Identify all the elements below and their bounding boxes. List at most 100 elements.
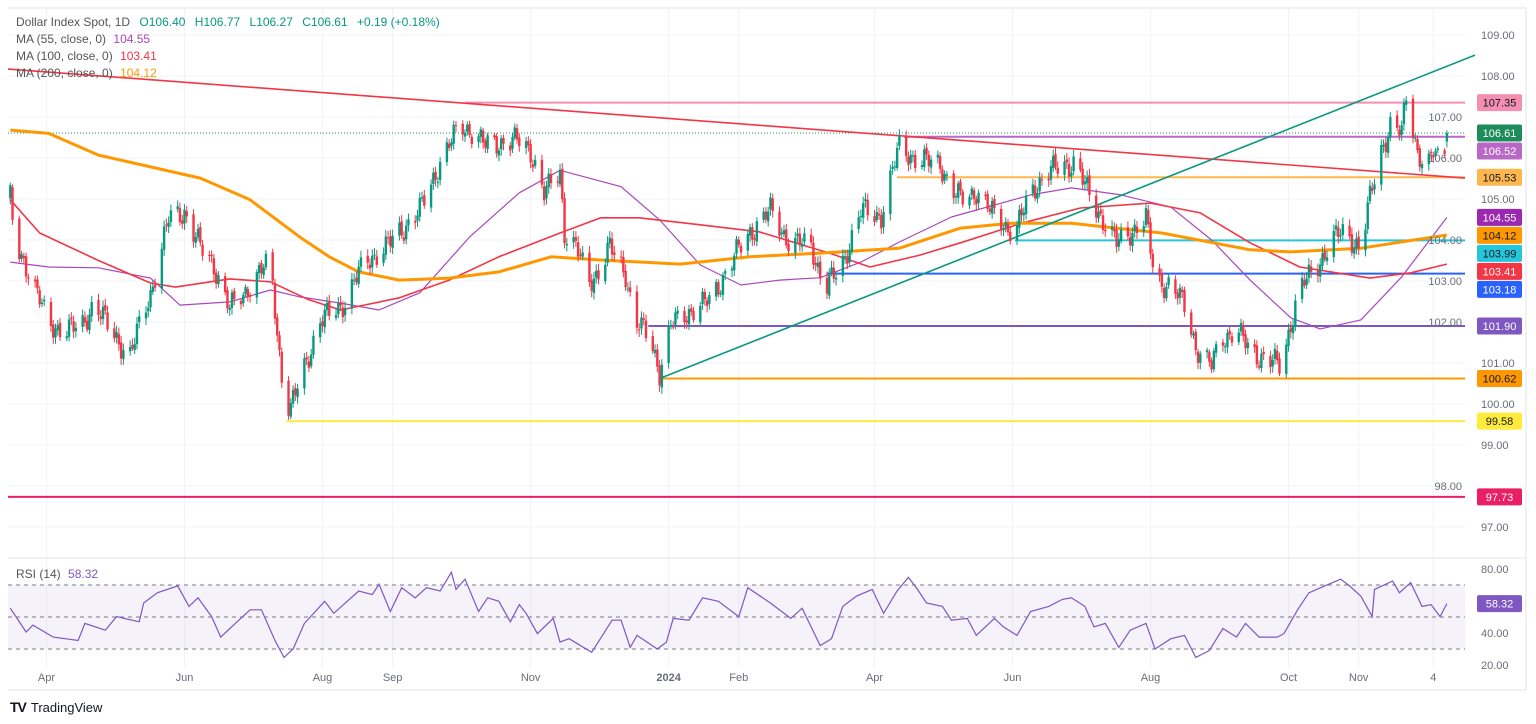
- ma-line-ma200: [10, 128, 1448, 282]
- candle-body: [106, 312, 109, 330]
- time-axis[interactable]: Apr Jun Aug Sep Nov 2024 Feb Apr Jun Aug Oct Nov 4: [38, 672, 1436, 684]
- candle-body: [771, 198, 774, 211]
- candle-body: [463, 132, 467, 137]
- price-axis[interactable]: 97.00 98.00 99.00 100.00 101.00 102.00 103.00 1…: [1428, 30, 1514, 672]
- candle-body: [984, 194, 987, 196]
- candle-body: [891, 166, 894, 170]
- price-tick-label: 109.00: [1481, 30, 1515, 42]
- candle-body: [400, 221, 403, 236]
- candle-body: [653, 349, 657, 353]
- candle-body: [1260, 353, 1263, 369]
- candle-body: [943, 173, 946, 181]
- level-badge-103.18-text: 103.18: [1483, 284, 1517, 296]
- level-badge-106.52: 106.52: [1477, 142, 1522, 160]
- candle-body: [1309, 266, 1313, 272]
- candle-body: [816, 262, 820, 268]
- level-badge-105.53: 105.53: [1477, 168, 1522, 186]
- candle-body: [248, 295, 252, 297]
- candle-body: [986, 193, 989, 209]
- ma200-row[interactable]: MA (200, close, 0) 104.12: [16, 65, 440, 82]
- candle-body: [954, 195, 958, 198]
- candle-body: [624, 270, 627, 288]
- candle-body: [1269, 356, 1272, 368]
- candle-body: [1056, 167, 1059, 174]
- candle-body: [895, 147, 899, 168]
- candle-body: [479, 129, 483, 137]
- candle-body: [1002, 229, 1005, 231]
- candle-body: [993, 199, 996, 208]
- rsi-line-path: [9, 570, 1448, 659]
- candle-body: [581, 252, 584, 257]
- rsi-legend[interactable]: RSI (14) 58.32: [16, 566, 98, 583]
- symbol-row[interactable]: Dollar Index Spot, 1D O106.40 H106.77 L1…: [16, 14, 440, 31]
- rsi-label: RSI (14): [16, 567, 61, 581]
- price-tick-label: 104.00: [1428, 235, 1462, 247]
- candle-body: [866, 199, 869, 216]
- candle-body: [339, 302, 342, 306]
- level-badge-107.35-text: 107.35: [1483, 98, 1517, 110]
- price-tick-label: 98.00: [1434, 481, 1462, 493]
- candle-body: [1131, 232, 1134, 246]
- candle-body: [366, 255, 369, 263]
- candle-body: [1072, 156, 1075, 172]
- candle-body: [547, 173, 550, 188]
- candle-body: [701, 291, 704, 305]
- candle-body: [1339, 235, 1342, 237]
- candle-body: [271, 252, 274, 281]
- candle-body: [27, 277, 30, 279]
- ma-badge-104.55-text: 104.55: [1483, 212, 1517, 224]
- candle-body: [18, 218, 21, 260]
- candle-body: [651, 336, 654, 352]
- candle-body: [502, 137, 505, 144]
- candle-body: [733, 255, 736, 271]
- candle-body: [1079, 158, 1082, 170]
- ma-line-ma100: [9, 199, 1448, 311]
- candle-body: [350, 279, 354, 309]
- ma55-row[interactable]: MA (55, close, 0) 104.55: [16, 31, 440, 48]
- candle-body: [343, 307, 347, 316]
- candle-body: [85, 320, 89, 330]
- price-tick-label: 100.00: [1481, 399, 1515, 411]
- candle-body: [1208, 352, 1211, 362]
- price-tick-label: 99.00: [1481, 440, 1509, 452]
- candle-body: [1230, 336, 1234, 343]
- candle-body: [920, 165, 924, 168]
- candle-body: [676, 310, 679, 314]
- candle-body: [337, 303, 340, 315]
- candle-body: [1054, 154, 1057, 168]
- candle-body: [24, 256, 28, 277]
- candle-body: [814, 262, 817, 266]
- candle-body: [97, 299, 100, 315]
- time-tick-label: Nov: [521, 672, 541, 684]
- candle-body: [303, 358, 306, 389]
- candle-body: [1427, 153, 1431, 165]
- rsi-band: [8, 584, 1465, 650]
- tradingview-logo[interactable]: TV TradingView: [10, 699, 102, 715]
- candle-body: [117, 334, 121, 345]
- candle-body: [239, 301, 243, 305]
- candle-body: [208, 254, 211, 256]
- candle-body: [674, 312, 677, 325]
- candle-body: [289, 402, 293, 417]
- candle-body: [36, 279, 39, 289]
- candle-body: [260, 262, 263, 274]
- candle-body: [1400, 125, 1403, 135]
- level-badge-101.90: 101.90: [1477, 317, 1522, 335]
- candle-body: [1244, 334, 1247, 349]
- candle-body: [889, 170, 892, 215]
- candle-body: [246, 288, 250, 297]
- candle-body: [719, 292, 722, 294]
- candle-body: [1273, 348, 1277, 359]
- candle-body: [622, 257, 625, 273]
- candle-body: [561, 168, 564, 200]
- candle-body: [1434, 150, 1437, 157]
- ma100-row[interactable]: MA (100, close, 0) 103.41: [16, 48, 440, 65]
- candle-body: [242, 294, 245, 304]
- candle-body: [1115, 229, 1118, 247]
- ma55-value: 104.55: [113, 32, 151, 46]
- candle-body: [846, 256, 849, 264]
- candle-body: [531, 164, 535, 168]
- candle-body: [961, 191, 964, 205]
- rsi-tick-label: 20.00: [1481, 660, 1509, 672]
